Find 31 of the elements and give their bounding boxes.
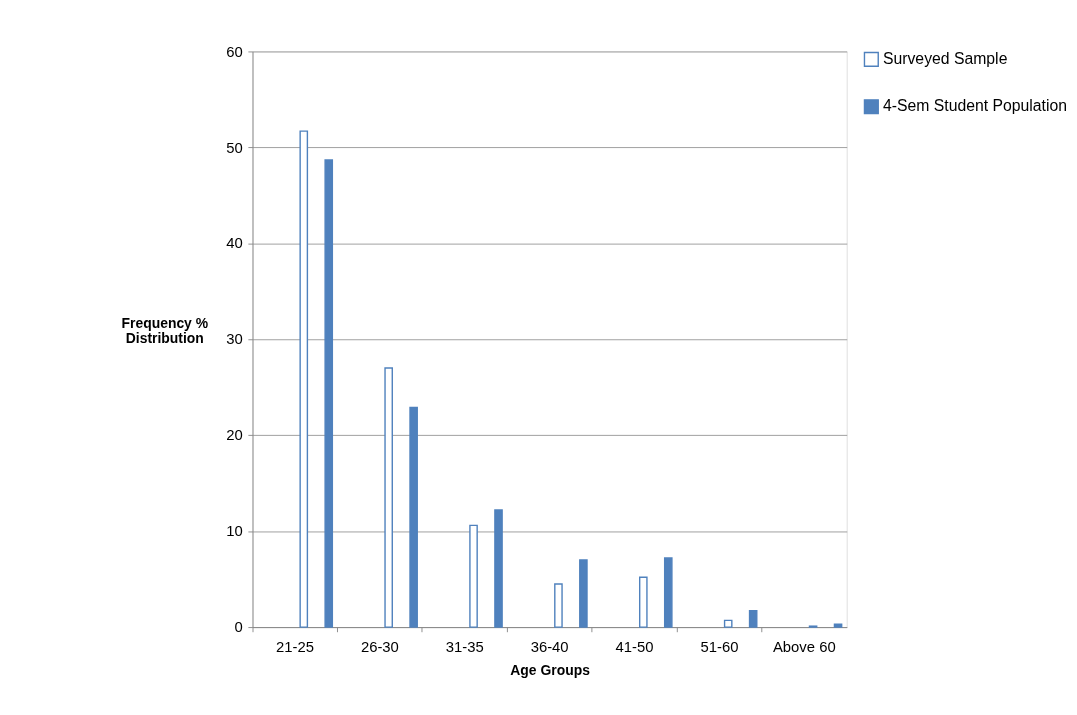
y-tick-label: 50 (226, 139, 243, 156)
bar (723, 619, 733, 628)
x-tick-label: 21-25 (276, 638, 314, 655)
y-tick-label: 20 (226, 427, 243, 444)
bar (299, 130, 309, 628)
x-tick-label: 31-35 (445, 638, 484, 655)
bar (384, 367, 393, 628)
bar (833, 623, 843, 628)
y-tick-label: 30 (226, 331, 243, 348)
x-tick-label: 41-50 (615, 638, 654, 655)
y-tick-label: 40 (226, 235, 243, 252)
y-tick-label: 10 (226, 523, 243, 540)
bar (663, 557, 673, 628)
legend-label: Surveyed Sample (882, 50, 1008, 67)
bar (409, 406, 418, 628)
bar (324, 159, 334, 628)
x-tick-label: Above 60 (772, 638, 836, 655)
x-axis-title: Age Groups (510, 661, 591, 678)
x-tick-label: 51-60 (700, 638, 739, 655)
x-tick-label: 36-40 (530, 638, 569, 655)
bar (639, 576, 648, 628)
y-tick-label: 60 (226, 43, 243, 60)
y-tick-label: 0 (234, 619, 243, 636)
bar (579, 559, 588, 628)
bar (748, 610, 758, 628)
x-tick-label: 26-30 (360, 638, 399, 655)
bar (494, 509, 503, 628)
bar (469, 524, 478, 628)
legend-label: 4-Sem Student Population (882, 97, 1068, 115)
bar (554, 583, 563, 628)
y-axis-title: Frequency % Distribution (121, 314, 209, 347)
